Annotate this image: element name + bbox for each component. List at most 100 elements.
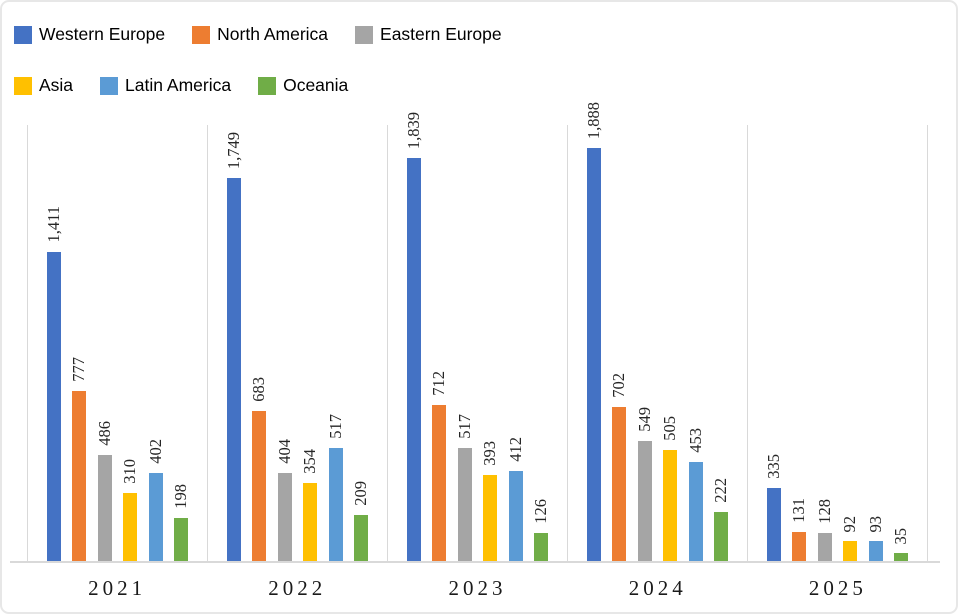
bar-north-america: [252, 411, 267, 561]
bar-value-label: 712: [429, 371, 448, 396]
bar-western-europe: [766, 488, 781, 561]
bar-latin-america: [868, 541, 883, 561]
legend-item-label: Oceania: [283, 75, 349, 95]
bar-cell: 393: [480, 125, 499, 561]
chart-legend: Western Europe North America Eastern Europ…: [14, 24, 502, 96]
bar-value-label: 404: [274, 439, 294, 464]
bar-eastern-europe: [637, 441, 652, 561]
legend-item-oceania: Oceania: [258, 75, 348, 96]
bar-value-label: 335: [763, 454, 783, 479]
category-panel-2021: 1,411 777 486 310 402 198: [27, 125, 207, 561]
bar-value-label: 1,839: [403, 111, 423, 149]
legend-item-label: Asia: [39, 75, 74, 95]
legend-item-label: Eastern Europe: [380, 24, 502, 44]
bar-value-label: 453: [685, 428, 705, 453]
bar-value-label: 1,888: [583, 101, 603, 139]
bar-value-label: 412: [505, 437, 525, 462]
bar-cell: 1,749: [223, 125, 243, 561]
legend-swatch-icon: [192, 25, 211, 44]
bar-value-label: 702: [609, 373, 628, 398]
bar-latin-america: [328, 448, 343, 561]
bar-value-label: 549: [634, 407, 654, 432]
bar-oceania: [174, 518, 189, 561]
legend-item-label: North America: [217, 24, 329, 44]
bar-cell: 128: [814, 125, 834, 561]
legend-item-label: Western Europe: [39, 24, 166, 44]
legend-item-asia: Asia: [14, 75, 73, 96]
legend-swatch-icon: [258, 76, 277, 95]
legend-swatch-icon: [355, 25, 374, 44]
legend-item-latin-america: Latin America: [100, 75, 231, 96]
bar-cell: 92: [840, 125, 859, 561]
bar-cell: 505: [660, 125, 679, 561]
bar-eastern-europe: [457, 448, 472, 561]
bar-value-label: 777: [69, 357, 88, 382]
legend-row-1: Western Europe North America Eastern Europ…: [14, 24, 502, 45]
bar-latin-america: [148, 473, 163, 561]
bar-value-label: 310: [120, 459, 139, 484]
bar-western-europe: [226, 178, 241, 561]
bar-latin-america: [508, 471, 523, 561]
plot-area: 1,411 777 486 310 402 198 1,749 683 404 354 517 209…: [10, 102, 940, 563]
bar-value-label: 222: [711, 478, 730, 503]
bar-cell: 549: [634, 125, 654, 561]
bar-value-label: 505: [660, 416, 679, 441]
bar-value-label: 35: [891, 527, 910, 545]
legend-swatch-icon: [14, 76, 32, 95]
bar-oceania: [354, 515, 369, 561]
bar-cell: 486: [94, 125, 114, 561]
legend-item-label: Latin America: [125, 75, 232, 95]
bar-oceania: [714, 512, 729, 561]
bar-north-america: [792, 532, 807, 561]
bar-value-label: 393: [480, 441, 499, 466]
bar-cell: 354: [300, 125, 319, 561]
legend-row-2: Asia Latin America Oceania: [14, 75, 502, 96]
bar-value-label: 517: [325, 414, 345, 439]
legend-swatch-icon: [100, 76, 119, 95]
x-axis-labels: 2021 2022 2023 2024 2025: [27, 576, 928, 601]
bar-cell: 402: [146, 125, 165, 561]
bar-western-europe: [586, 148, 601, 561]
category-panel-2023: 1,839 712 517 393 412 126: [387, 112, 567, 561]
x-axis-label-2022: 2022: [268, 576, 327, 600]
legend-item-western-europe: Western Europe: [14, 24, 165, 45]
bar-asia: [123, 493, 138, 561]
bar-cell: 1,839: [404, 112, 423, 561]
bar-value-label: 517: [454, 414, 474, 439]
x-axis-label-2021: 2021: [88, 576, 147, 600]
bar-value-label: 128: [814, 499, 834, 524]
bar-north-america: [432, 405, 447, 561]
bar-value-label: 126: [531, 499, 550, 524]
bar-asia: [303, 483, 318, 561]
bar-value-label: 683: [249, 377, 268, 402]
bar-cell: 335: [763, 125, 783, 561]
x-axis-label-2024: 2024: [628, 576, 687, 600]
bar-asia: [483, 475, 498, 561]
bar-cell: 517: [454, 125, 474, 561]
x-axis-label-2023: 2023: [448, 576, 507, 600]
bar-western-europe: [406, 158, 421, 561]
category-panel-2022: 1,749 683 404 354 517 209: [207, 125, 387, 561]
bar-cell: 131: [789, 125, 808, 561]
legend-item-eastern-europe: Eastern Europe: [355, 24, 502, 45]
x-axis-label-2025: 2025: [808, 576, 867, 600]
bar-value-label: 1,749: [223, 131, 243, 169]
category-panel-2024: 1,888 702 549 505 453 222: [567, 102, 747, 561]
bar-latin-america: [688, 462, 703, 561]
bar-eastern-europe: [817, 533, 832, 561]
bar-cell: 412: [505, 125, 525, 561]
bar-value-label: 1,411: [43, 206, 63, 243]
bar-value-label: 93: [865, 515, 885, 533]
category-panel-2025: 335 131 128 92 93 35: [747, 125, 928, 561]
bar-value-label: 486: [94, 421, 114, 446]
bar-asia: [663, 450, 678, 561]
bar-value-label: 209: [351, 481, 370, 506]
bar-cell: 404: [274, 125, 294, 561]
bar-western-europe: [46, 252, 61, 561]
bar-cell: 209: [351, 125, 370, 561]
bar-cell: 93: [865, 125, 885, 561]
legend-swatch-icon: [14, 25, 32, 44]
bar-cell: 777: [69, 125, 88, 561]
bar-cell: 310: [120, 125, 139, 561]
category-panels: 1,411 777 486 310 402 198 1,749 683 404 354 517 209…: [27, 102, 928, 561]
